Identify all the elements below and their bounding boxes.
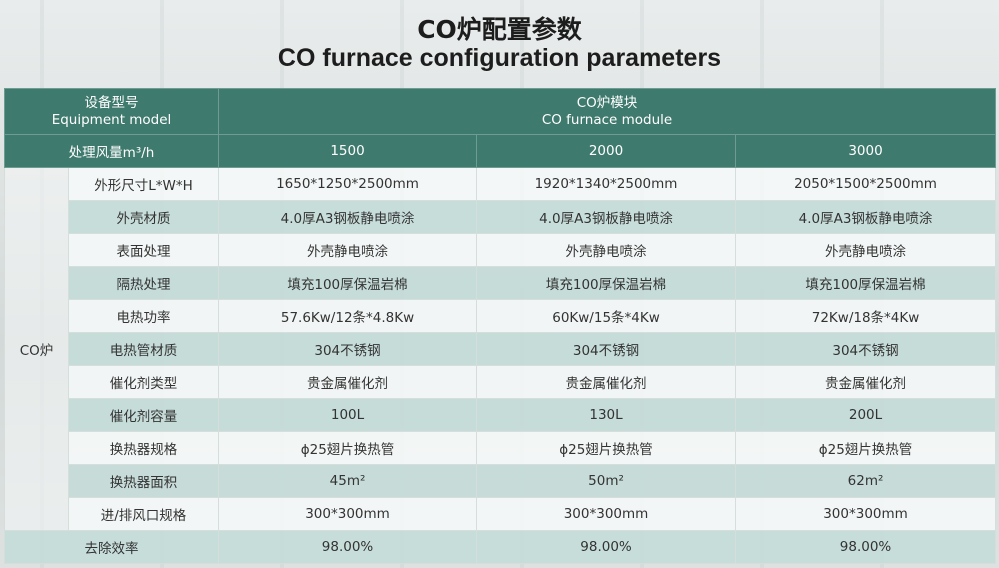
cell-value: 4.0厚A3钢板静电喷涂: [735, 200, 997, 234]
row-label: 换热器规格: [67, 431, 220, 465]
efficiency-label: 去除效率: [3, 530, 220, 564]
cell-value: ɸ25翅片换热管: [735, 431, 997, 465]
row-label: 表面处理: [67, 233, 220, 267]
table-row: 换热器规格 ɸ25翅片换热管 ɸ25翅片换热管 ɸ25翅片换热管: [5, 431, 997, 465]
equipment-model-header: 设备型号 Equipment model: [3, 88, 220, 135]
cell-value: 72Kw/18条*4Kw: [735, 299, 997, 333]
cell-value: 外壳静电喷涂: [218, 233, 478, 267]
cell-value: 填充100厚保温岩棉: [735, 266, 997, 300]
cell-value: 2050*1500*2500mm: [735, 167, 997, 201]
cell-value: 50m²: [476, 464, 737, 498]
airflow-value: 1500: [218, 134, 478, 168]
model-label-cn: 设备型号: [84, 94, 139, 111]
table-row: 催化剂容量 100L 130L 200L: [5, 398, 997, 432]
cell-value: 4.0厚A3钢板静电喷涂: [218, 200, 478, 234]
cell-value: 填充100厚保温岩棉: [218, 266, 478, 300]
module-label-en: CO furnace module: [541, 111, 673, 128]
table-row: 电热管材质 304不锈钢 304不锈钢 304不锈钢: [5, 332, 997, 366]
cell-value: 62m²: [735, 464, 997, 498]
cell-value: 100L: [218, 398, 478, 432]
module-header: CO炉模块 CO furnace module: [218, 88, 997, 135]
parameters-table: 设备型号 Equipment model CO炉模块 CO furnace mo…: [3, 88, 997, 564]
table-row-efficiency: 去除效率 98.00% 98.00% 98.00%: [3, 530, 997, 564]
cell-value: 外壳静电喷涂: [476, 233, 737, 267]
airflow-value: 3000: [735, 134, 997, 168]
row-label: 电热功率: [67, 299, 220, 333]
airflow-label: 处理风量m³/h: [3, 134, 220, 168]
cell-value: 贵金属催化剂: [218, 365, 478, 399]
row-label: 进/排风口规格: [67, 497, 220, 531]
row-label: 换热器面积: [67, 464, 220, 498]
table-row: CO炉 外形尺寸L*W*H 1650*1250*2500mm 1920*1340*25…: [4, 167, 997, 531]
efficiency-value: 98.00%: [735, 530, 997, 564]
table-row: 催化剂类型 贵金属催化剂 贵金属催化剂 贵金属催化剂: [5, 365, 997, 399]
cell-value: 贵金属催化剂: [735, 365, 997, 399]
table-row: 进/排风口规格 300*300mm 300*300mm 300*300mm: [5, 497, 997, 531]
header-row-airflow: 处理风量m³/h 1500 2000 3000: [3, 134, 997, 168]
airflow-value: 2000: [476, 134, 737, 168]
model-label-en: Equipment model: [51, 111, 172, 128]
cell-value: 304不锈钢: [218, 332, 478, 366]
cell-value: 130L: [476, 398, 737, 432]
cell-value: ɸ25翅片换热管: [476, 431, 737, 465]
row-label: 催化剂类型: [67, 365, 220, 399]
cell-value: 4.0厚A3钢板静电喷涂: [476, 200, 737, 234]
cell-value: 300*300mm: [735, 497, 997, 531]
row-label: 电热管材质: [67, 332, 220, 366]
cell-value: 45m²: [218, 464, 478, 498]
table-row: 外壳材质 4.0厚A3钢板静电喷涂 4.0厚A3钢板静电喷涂 4.0厚A3钢板静电喷涂: [5, 200, 997, 234]
cell-value: 304不锈钢: [735, 332, 997, 366]
cell-value: 300*300mm: [476, 497, 737, 531]
cell-value: 填充100厚保温岩棉: [476, 266, 737, 300]
header-row-model: 设备型号 Equipment model CO炉模块 CO furnace mo…: [3, 88, 997, 135]
cell-value: 304不锈钢: [476, 332, 737, 366]
table-row: 隔热处理 填充100厚保温岩棉 填充100厚保温岩棉 填充100厚保温岩棉: [5, 266, 997, 300]
efficiency-value: 98.00%: [476, 530, 737, 564]
cell-value: 300*300mm: [218, 497, 478, 531]
cell-value: ɸ25翅片换热管: [218, 431, 478, 465]
page-title-cn: CO炉配置参数: [417, 15, 582, 44]
group-label: CO炉: [4, 167, 69, 531]
row-label: 隔热处理: [67, 266, 220, 300]
row-label: 外壳材质: [67, 200, 220, 234]
table-row: 表面处理 外壳静电喷涂 外壳静电喷涂 外壳静电喷涂: [5, 233, 997, 267]
row-label: 催化剂容量: [67, 398, 220, 432]
cell-value: 1920*1340*2500mm: [476, 167, 737, 201]
module-label-cn: CO炉模块: [576, 94, 638, 111]
cell-value: 外壳静电喷涂: [735, 233, 997, 267]
page-title-en: CO furnace configuration parameters: [277, 44, 722, 72]
cell-value: 1650*1250*2500mm: [218, 167, 478, 201]
table-row: 换热器面积 45m² 50m² 62m²: [5, 464, 997, 498]
cell-value: 200L: [735, 398, 997, 432]
cell-value: 57.6Kw/12条*4.8Kw: [218, 299, 478, 333]
efficiency-value: 98.00%: [218, 530, 478, 564]
cell-value: 贵金属催化剂: [476, 365, 737, 399]
row-label: 外形尺寸L*W*H: [67, 167, 220, 201]
cell-value: 60Kw/15条*4Kw: [476, 299, 737, 333]
table-row: 电热功率 57.6Kw/12条*4.8Kw 60Kw/15条*4Kw 72Kw/18条…: [5, 299, 997, 333]
